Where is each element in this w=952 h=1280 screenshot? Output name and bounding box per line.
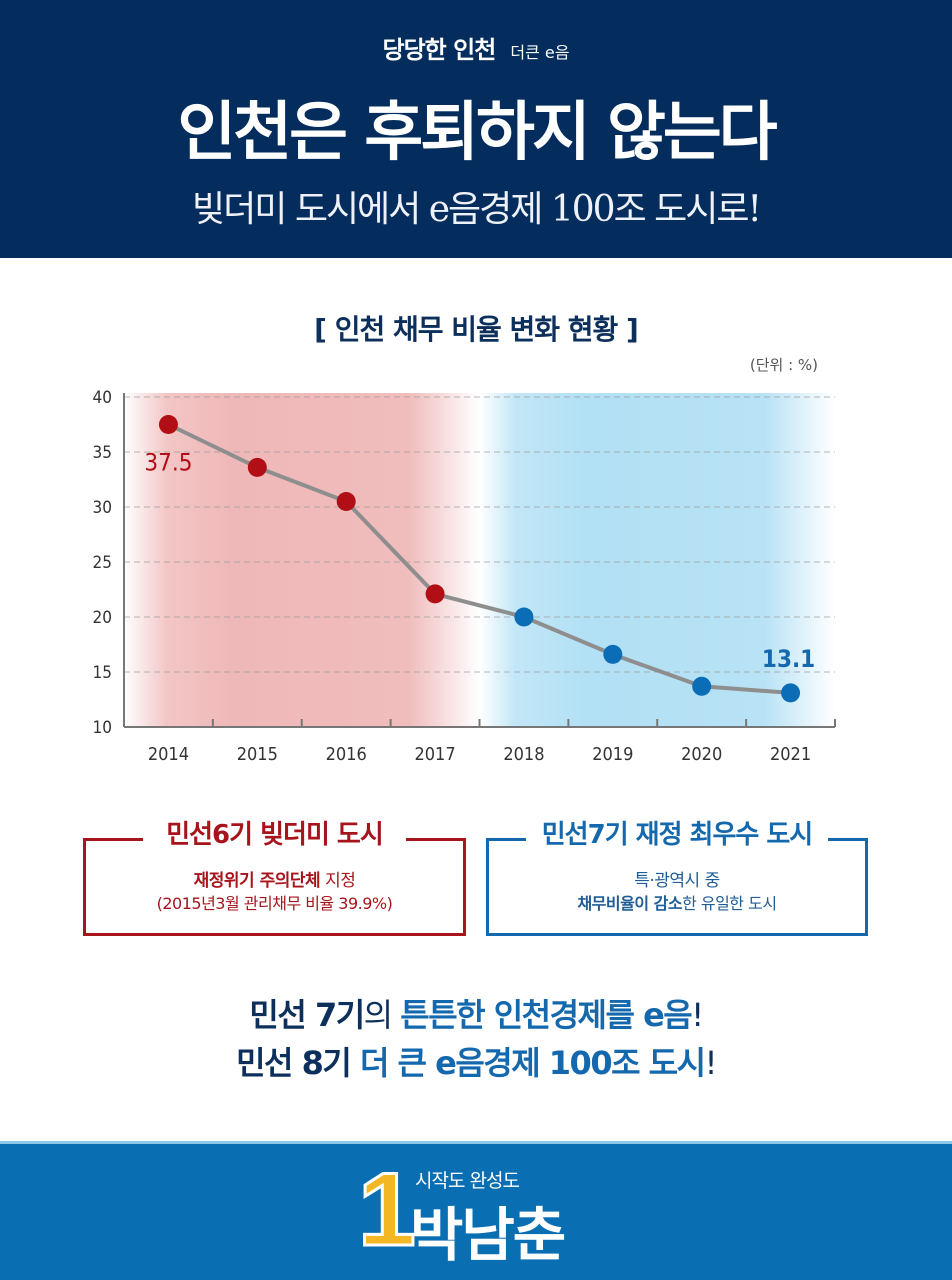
data-label: 13.1 bbox=[762, 645, 815, 673]
x-tick-label: 2020 bbox=[681, 744, 722, 765]
y-tick-label: 25 bbox=[93, 553, 112, 573]
chart-title: [ 인천 채무 비율 변화 현황 ] bbox=[314, 313, 639, 346]
box-line-2: (2015년3월 관리채무 비율 39.9%) bbox=[156, 894, 393, 913]
box-line-1-rest: 지정 bbox=[320, 871, 356, 891]
box-line-2-bold: 채무비율이 감소 bbox=[577, 894, 683, 913]
box-line-1-bold: 재정위기 주의단체 bbox=[193, 871, 321, 891]
box-line-2-rest: 한 유일한 도시 bbox=[682, 894, 777, 913]
box-line-1: 재정위기 주의단체 지정 bbox=[86, 866, 463, 891]
term7-fiscal-city-box: 민선7기 재정 최우수 도시 특·광역시 중 채무비율이 감소한 유일한 도시 bbox=[486, 820, 868, 936]
data-label: 37.5 bbox=[144, 449, 192, 477]
closing-term7: 민선 7기 bbox=[249, 996, 365, 1034]
x-tick-label: 2017 bbox=[414, 744, 455, 765]
period-band-민선6기 bbox=[124, 393, 480, 727]
data-point-2020 bbox=[692, 676, 712, 696]
box-border-left bbox=[486, 838, 526, 841]
y-tick-label: 35 bbox=[93, 443, 112, 463]
slogan: 당당한 인천 bbox=[382, 36, 497, 64]
brand-logo: 더큰 e음 bbox=[510, 43, 570, 62]
closing-economy: 튼튼한 인천경제를 e음 bbox=[400, 996, 692, 1034]
x-tick-label: 2015 bbox=[237, 744, 278, 765]
data-point-2019 bbox=[603, 644, 623, 664]
series-line bbox=[167, 422, 791, 695]
box-line-1: 특·광역시 중 bbox=[634, 871, 720, 891]
closing-exclaim: ! bbox=[704, 1044, 718, 1082]
closing-100-trillion: 더 큰 e음경제 100조 도시 bbox=[359, 1044, 706, 1082]
subheadline: 빚더미 도시에서 e음경제 100조 도시로! bbox=[192, 189, 762, 230]
x-tick-label: 2021 bbox=[770, 744, 811, 765]
closing-exclaim: ! bbox=[691, 996, 704, 1034]
data-point-2018 bbox=[514, 607, 534, 627]
data-point-2015 bbox=[247, 457, 267, 477]
header-banner: 당당한 인천 더큰 e음 인천은 후퇴하지 않는다 빚더미 도시에서 e음경제 … bbox=[0, 0, 952, 258]
closing-term8: 민선 8기 bbox=[236, 1044, 360, 1082]
data-point-2017 bbox=[425, 584, 445, 604]
x-tick-label: 2014 bbox=[148, 744, 189, 765]
period-band-민선7기 bbox=[479, 393, 835, 727]
closing-line-1: 민선 7기의 튼튼한 인천경제를 e음! bbox=[0, 990, 952, 1036]
x-tick-label: 2018 bbox=[503, 744, 544, 765]
box-title: 민선6기 빚더미 도시 bbox=[166, 820, 384, 850]
closing-particle: 의 bbox=[363, 996, 401, 1034]
headline: 인천은 후퇴하지 않는다 bbox=[177, 96, 777, 170]
y-tick-label: 15 bbox=[93, 663, 112, 683]
box-title: 민선7기 재정 최우수 도시 bbox=[541, 820, 813, 850]
y-tick-label: 20 bbox=[93, 608, 112, 628]
closing-line-2: 민선 8기 더 큰 e음경제 100조 도시! bbox=[0, 1038, 952, 1084]
data-point-2016 bbox=[336, 492, 356, 511]
unit-label: (단위 : %) bbox=[749, 356, 818, 374]
box-border-right bbox=[406, 838, 466, 841]
x-tick-label: 2019 bbox=[592, 744, 633, 765]
box-border-left bbox=[83, 838, 143, 841]
y-tick-label: 30 bbox=[93, 498, 112, 518]
term6-debt-city-box: 민선6기 빚더미 도시 재정위기 주의단체 지정 (2015년3월 관리채무 비… bbox=[83, 820, 466, 936]
data-point-2021 bbox=[781, 683, 801, 703]
candidate-number: 1 bbox=[357, 1152, 418, 1268]
data-point-2014 bbox=[158, 415, 178, 434]
y-tick-label: 40 bbox=[93, 388, 112, 408]
candidate-name: 박남춘 bbox=[410, 1201, 566, 1269]
footer-banner: 1 시작도 완성도 박남춘 bbox=[0, 1141, 952, 1280]
candidate-tagline: 시작도 완성도 bbox=[415, 1170, 520, 1192]
box-border-right bbox=[828, 838, 868, 841]
x-tick-label: 2016 bbox=[326, 744, 367, 765]
debt-ratio-chart: 10 15 20 25 30 35 40 2014 2015 2016 2017 2018 2019 2… bbox=[93, 388, 836, 765]
box-line-2: 채무비율이 감소한 유일한 도시 bbox=[489, 890, 865, 914]
header-slogan-row: 당당한 인천 더큰 e음 bbox=[0, 30, 952, 65]
y-tick-label: 10 bbox=[93, 718, 112, 738]
